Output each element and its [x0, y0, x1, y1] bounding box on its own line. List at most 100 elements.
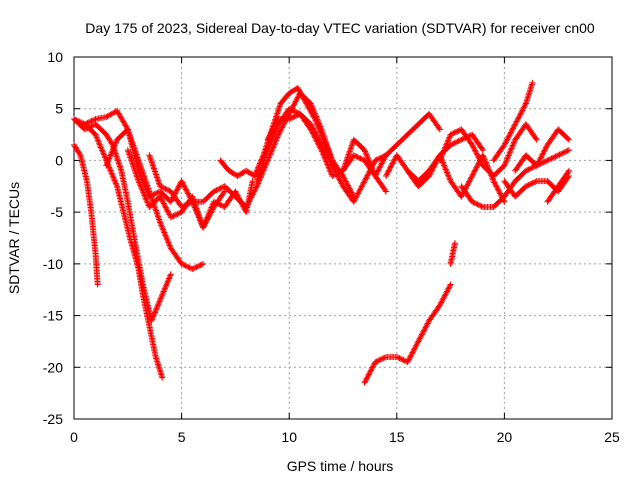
data-point	[217, 202, 224, 209]
data-point	[167, 272, 174, 279]
data-point	[388, 161, 395, 168]
plot-border	[73, 56, 613, 420]
data-point	[105, 158, 112, 165]
data-point	[308, 103, 315, 110]
data-point	[147, 155, 154, 162]
data-point	[111, 176, 118, 183]
data-point	[204, 213, 211, 220]
data-point	[208, 204, 215, 211]
data-point	[411, 346, 418, 353]
data-point	[406, 354, 413, 361]
data-point	[335, 175, 342, 182]
data-point	[438, 298, 445, 305]
data-point	[321, 133, 328, 140]
data-point	[455, 138, 462, 145]
data-point	[169, 213, 176, 220]
data-point	[310, 107, 317, 114]
data-point	[452, 128, 459, 135]
data-point	[146, 152, 153, 159]
data-point	[81, 126, 88, 133]
data-point	[541, 158, 548, 165]
data-point	[404, 359, 411, 366]
data-point	[454, 138, 461, 145]
data-point	[291, 99, 298, 106]
data-point	[372, 359, 379, 366]
data-point	[193, 206, 200, 213]
data-point	[373, 170, 380, 177]
data-point	[112, 139, 119, 146]
y-tick-label: 5	[55, 101, 63, 117]
data-point	[327, 158, 334, 165]
data-point	[273, 120, 280, 127]
data-point	[528, 180, 535, 187]
data-point	[458, 193, 465, 200]
data-point	[414, 339, 421, 346]
data-point	[367, 161, 374, 168]
data-point	[416, 337, 423, 344]
data-point	[178, 260, 185, 267]
series-arc-q	[436, 121, 540, 179]
data-point	[155, 301, 162, 308]
data-point	[324, 142, 331, 149]
data-point	[153, 190, 160, 197]
data-point	[139, 188, 146, 195]
data-point	[443, 289, 450, 296]
x-tick-label: 10	[281, 429, 297, 445]
data-point	[108, 149, 115, 156]
data-point	[309, 123, 316, 130]
data-point	[158, 196, 165, 203]
data-point	[206, 208, 213, 215]
data-point	[517, 111, 524, 118]
data-point	[497, 190, 504, 197]
data-point	[274, 118, 281, 125]
data-point	[565, 167, 572, 174]
data-point	[372, 171, 379, 178]
data-point	[545, 156, 552, 163]
data-point	[206, 210, 213, 217]
data-point	[446, 282, 453, 289]
data-point	[94, 281, 101, 288]
data-point	[507, 130, 514, 137]
data-point	[440, 160, 447, 167]
data-point	[474, 163, 481, 170]
data-point	[267, 131, 274, 138]
data-point	[565, 169, 572, 176]
data-point	[413, 341, 420, 348]
data-point	[463, 183, 470, 190]
data-point	[132, 170, 139, 177]
data-point	[343, 158, 350, 165]
data-point	[519, 107, 526, 114]
data-point	[329, 162, 336, 169]
data-point	[544, 157, 551, 164]
data-point	[342, 177, 349, 184]
data-point	[439, 151, 446, 158]
data-point	[186, 264, 193, 271]
data-point	[330, 165, 337, 172]
data-point	[259, 161, 266, 168]
data-point	[314, 135, 321, 142]
data-point	[155, 215, 162, 222]
data-point	[373, 358, 380, 365]
data-point	[207, 207, 214, 214]
data-point	[147, 156, 154, 163]
data-point	[326, 157, 333, 164]
data-point	[383, 172, 390, 179]
data-point	[387, 164, 394, 171]
data-point	[311, 128, 318, 135]
data-point	[266, 132, 273, 139]
data-point	[505, 133, 512, 140]
data-point	[76, 150, 83, 157]
data-point	[415, 338, 422, 345]
data-point	[421, 327, 428, 334]
data-point	[127, 154, 134, 161]
data-point	[179, 203, 186, 210]
data-point	[126, 152, 133, 159]
data-point	[253, 184, 260, 191]
data-point	[349, 141, 356, 148]
data-point	[441, 162, 448, 169]
data-point	[138, 185, 145, 192]
data-point	[261, 157, 268, 164]
data-point	[505, 152, 512, 159]
data-point	[113, 181, 120, 188]
